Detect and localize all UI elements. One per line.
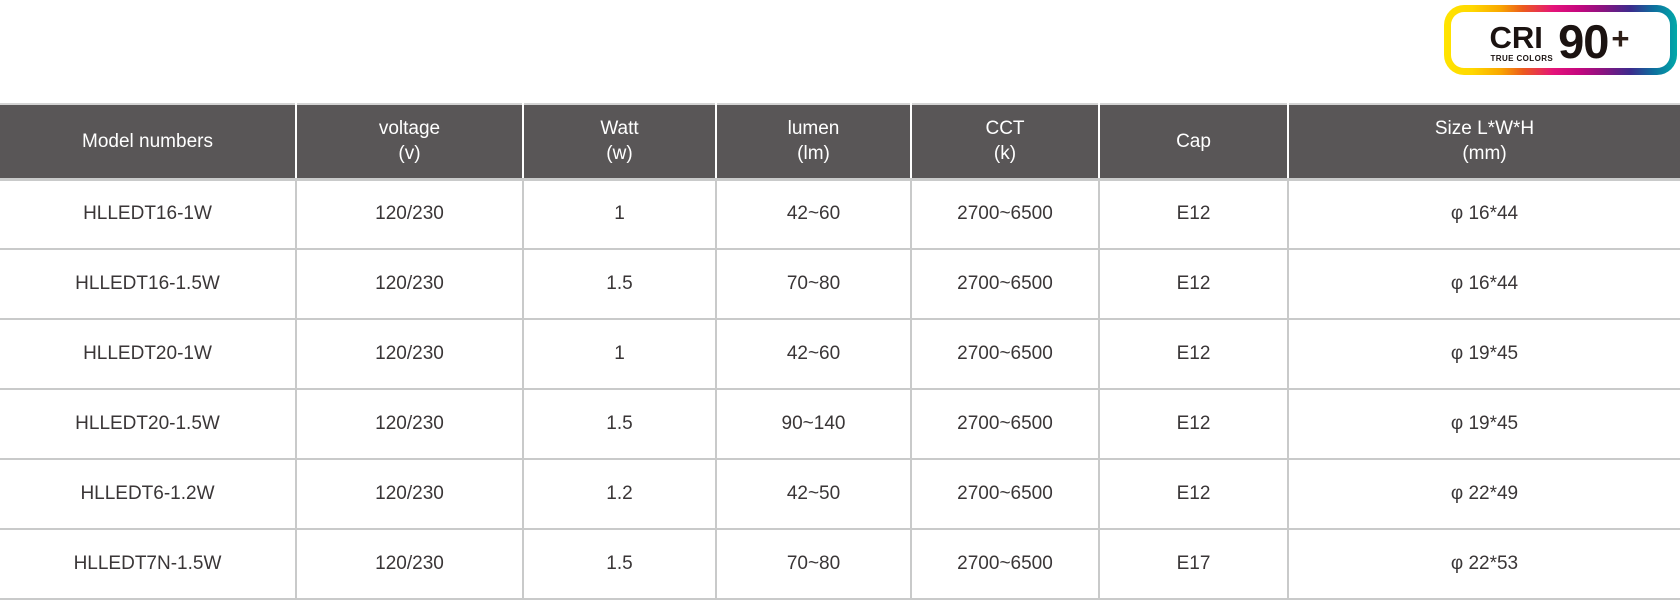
cell-cap: E12	[1099, 249, 1289, 320]
cell-voltage: 120/230	[296, 389, 524, 460]
cell-model: HLLEDT20-1.5W	[0, 389, 297, 460]
cell-voltage: 120/230	[296, 459, 524, 530]
cell-voltage: 120/230	[296, 319, 524, 390]
cell-cct: 2700~6500	[911, 389, 1100, 460]
col-header-label: Cap	[1176, 130, 1211, 152]
cell-cap: E12	[1099, 319, 1289, 390]
cell-lumen: 42~50	[716, 459, 912, 530]
cri-label-block: CRI TRUE COLORS	[1489, 22, 1553, 63]
cell-voltage: 120/230	[296, 249, 524, 320]
cell-cct: 2700~6500	[911, 459, 1100, 530]
col-header-watt: Watt (w)	[523, 104, 717, 181]
cell-lumen: 90~140	[716, 389, 912, 460]
cell-watt: 1	[523, 179, 717, 250]
cell-cct: 2700~6500	[911, 249, 1100, 320]
col-header-label: CCT	[985, 118, 1025, 140]
cell-model: HLLEDT16-1W	[0, 179, 297, 250]
cri-plus-sign: +	[1611, 20, 1630, 56]
col-header-unit: (v)	[398, 143, 421, 165]
cell-watt: 1.5	[523, 249, 717, 320]
cell-size: φ 19*45	[1288, 319, 1680, 390]
col-header-label: lumen	[787, 118, 840, 140]
cri-90-badge: CRI TRUE COLORS 90 +	[1444, 5, 1677, 75]
table-header-row: Model numbers voltage (v) Watt (w) lumen…	[0, 104, 1680, 181]
col-header-label: Model numbers	[82, 130, 213, 152]
cell-model: HLLEDT16-1.5W	[0, 249, 297, 320]
product-spec-table: Model numbers voltage (v) Watt (w) lumen…	[0, 103, 1680, 600]
col-header-unit: (mm)	[1462, 143, 1507, 165]
cri-badge-inner: CRI TRUE COLORS 90 +	[1451, 12, 1670, 68]
col-header-cap: Cap	[1099, 104, 1289, 181]
cell-cap: E17	[1099, 529, 1289, 600]
cell-size: φ 22*49	[1288, 459, 1680, 530]
table-row: HLLEDT20-1.5W 120/230 1.5 90~140 2700~65…	[0, 389, 1680, 460]
table-row: HLLEDT20-1W 120/230 1 42~60 2700~6500 E1…	[0, 319, 1680, 390]
cell-voltage: 120/230	[296, 529, 524, 600]
cell-model: HLLEDT7N-1.5W	[0, 529, 297, 600]
cell-watt: 1	[523, 319, 717, 390]
col-header-voltage: voltage (v)	[296, 104, 524, 181]
table-row: HLLEDT16-1W 120/230 1 42~60 2700~6500 E1…	[0, 179, 1680, 250]
cell-lumen: 42~60	[716, 179, 912, 250]
cell-lumen: 70~80	[716, 529, 912, 600]
cell-voltage: 120/230	[296, 179, 524, 250]
cell-model: HLLEDT20-1W	[0, 319, 297, 390]
cri-label: CRI	[1489, 20, 1543, 55]
cell-cap: E12	[1099, 459, 1289, 530]
cell-size: φ 16*44	[1288, 249, 1680, 320]
col-header-unit: (k)	[993, 143, 1017, 165]
cell-model: HLLEDT6-1.2W	[0, 459, 297, 530]
col-header-label: voltage	[378, 118, 441, 140]
table-row: HLLEDT16-1.5W 120/230 1.5 70~80 2700~650…	[0, 249, 1680, 320]
cell-cct: 2700~6500	[911, 529, 1100, 600]
cell-cap: E12	[1099, 389, 1289, 460]
cell-watt: 1.5	[523, 529, 717, 600]
col-header-lumen: lumen (lm)	[716, 104, 912, 181]
cell-cap: E12	[1099, 179, 1289, 250]
cell-watt: 1.5	[523, 389, 717, 460]
cell-lumen: 70~80	[716, 249, 912, 320]
cell-lumen: 42~60	[716, 319, 912, 390]
cell-size: φ 16*44	[1288, 179, 1680, 250]
cri-subtitle: TRUE COLORS	[1490, 54, 1554, 63]
cell-cct: 2700~6500	[911, 319, 1100, 390]
cell-size: φ 19*45	[1288, 389, 1680, 460]
cell-watt: 1.2	[523, 459, 717, 530]
col-header-cct: CCT (k)	[911, 104, 1100, 181]
col-header-label: Size L*W*H	[1434, 118, 1535, 140]
col-header-size: Size L*W*H (mm)	[1288, 104, 1680, 181]
col-header-unit: (w)	[606, 143, 633, 165]
col-header-model-numbers: Model numbers	[0, 104, 297, 181]
cell-size: φ 22*53	[1288, 529, 1680, 600]
col-header-unit: (lm)	[797, 143, 830, 165]
table-row: HLLEDT7N-1.5W 120/230 1.5 70~80 2700~650…	[0, 529, 1680, 600]
cri-rating-value: 90	[1558, 14, 1609, 68]
cell-cct: 2700~6500	[911, 179, 1100, 250]
col-header-label: Watt	[600, 118, 639, 140]
table-row: HLLEDT6-1.2W 120/230 1.2 42~50 2700~6500…	[0, 459, 1680, 530]
